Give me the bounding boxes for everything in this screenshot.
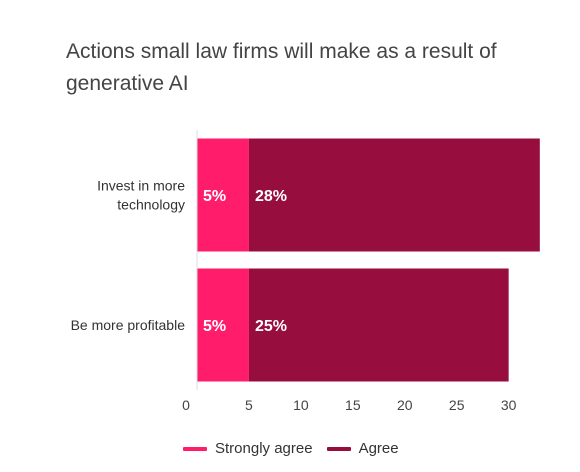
legend-swatch: [183, 446, 207, 451]
legend: Strongly agree Agree: [183, 440, 413, 457]
bar-strongly-agree-0: [197, 138, 249, 252]
legend-label: Strongly agree: [215, 440, 313, 457]
legend-label: Agree: [358, 440, 399, 457]
x-tick-label: 5: [245, 397, 253, 413]
x-tick-label: 25: [449, 397, 465, 413]
category-label: Be more profitable: [71, 317, 186, 333]
category-label: Invest in more technology: [97, 178, 185, 213]
legend-item: Agree: [326, 440, 399, 457]
x-tick-label: 10: [293, 397, 309, 413]
legend-item: Strongly agree: [183, 440, 313, 457]
x-tick-label: 0: [182, 397, 190, 413]
data-label: 28%: [255, 188, 287, 205]
data-label: 5%: [203, 188, 226, 205]
bar-strongly-agree-1: [197, 268, 249, 382]
x-tick-label: 20: [397, 397, 413, 413]
data-label: 25%: [255, 318, 287, 335]
bar-agree-0: [248, 138, 540, 252]
x-tick-label: 15: [345, 397, 361, 413]
bar-agree-1: [248, 268, 509, 382]
legend-swatch: [326, 446, 351, 451]
chart-title: Actions small law firms will make as a r…: [66, 40, 497, 95]
data-label: 5%: [203, 318, 226, 335]
x-tick-label: 30: [501, 397, 517, 413]
